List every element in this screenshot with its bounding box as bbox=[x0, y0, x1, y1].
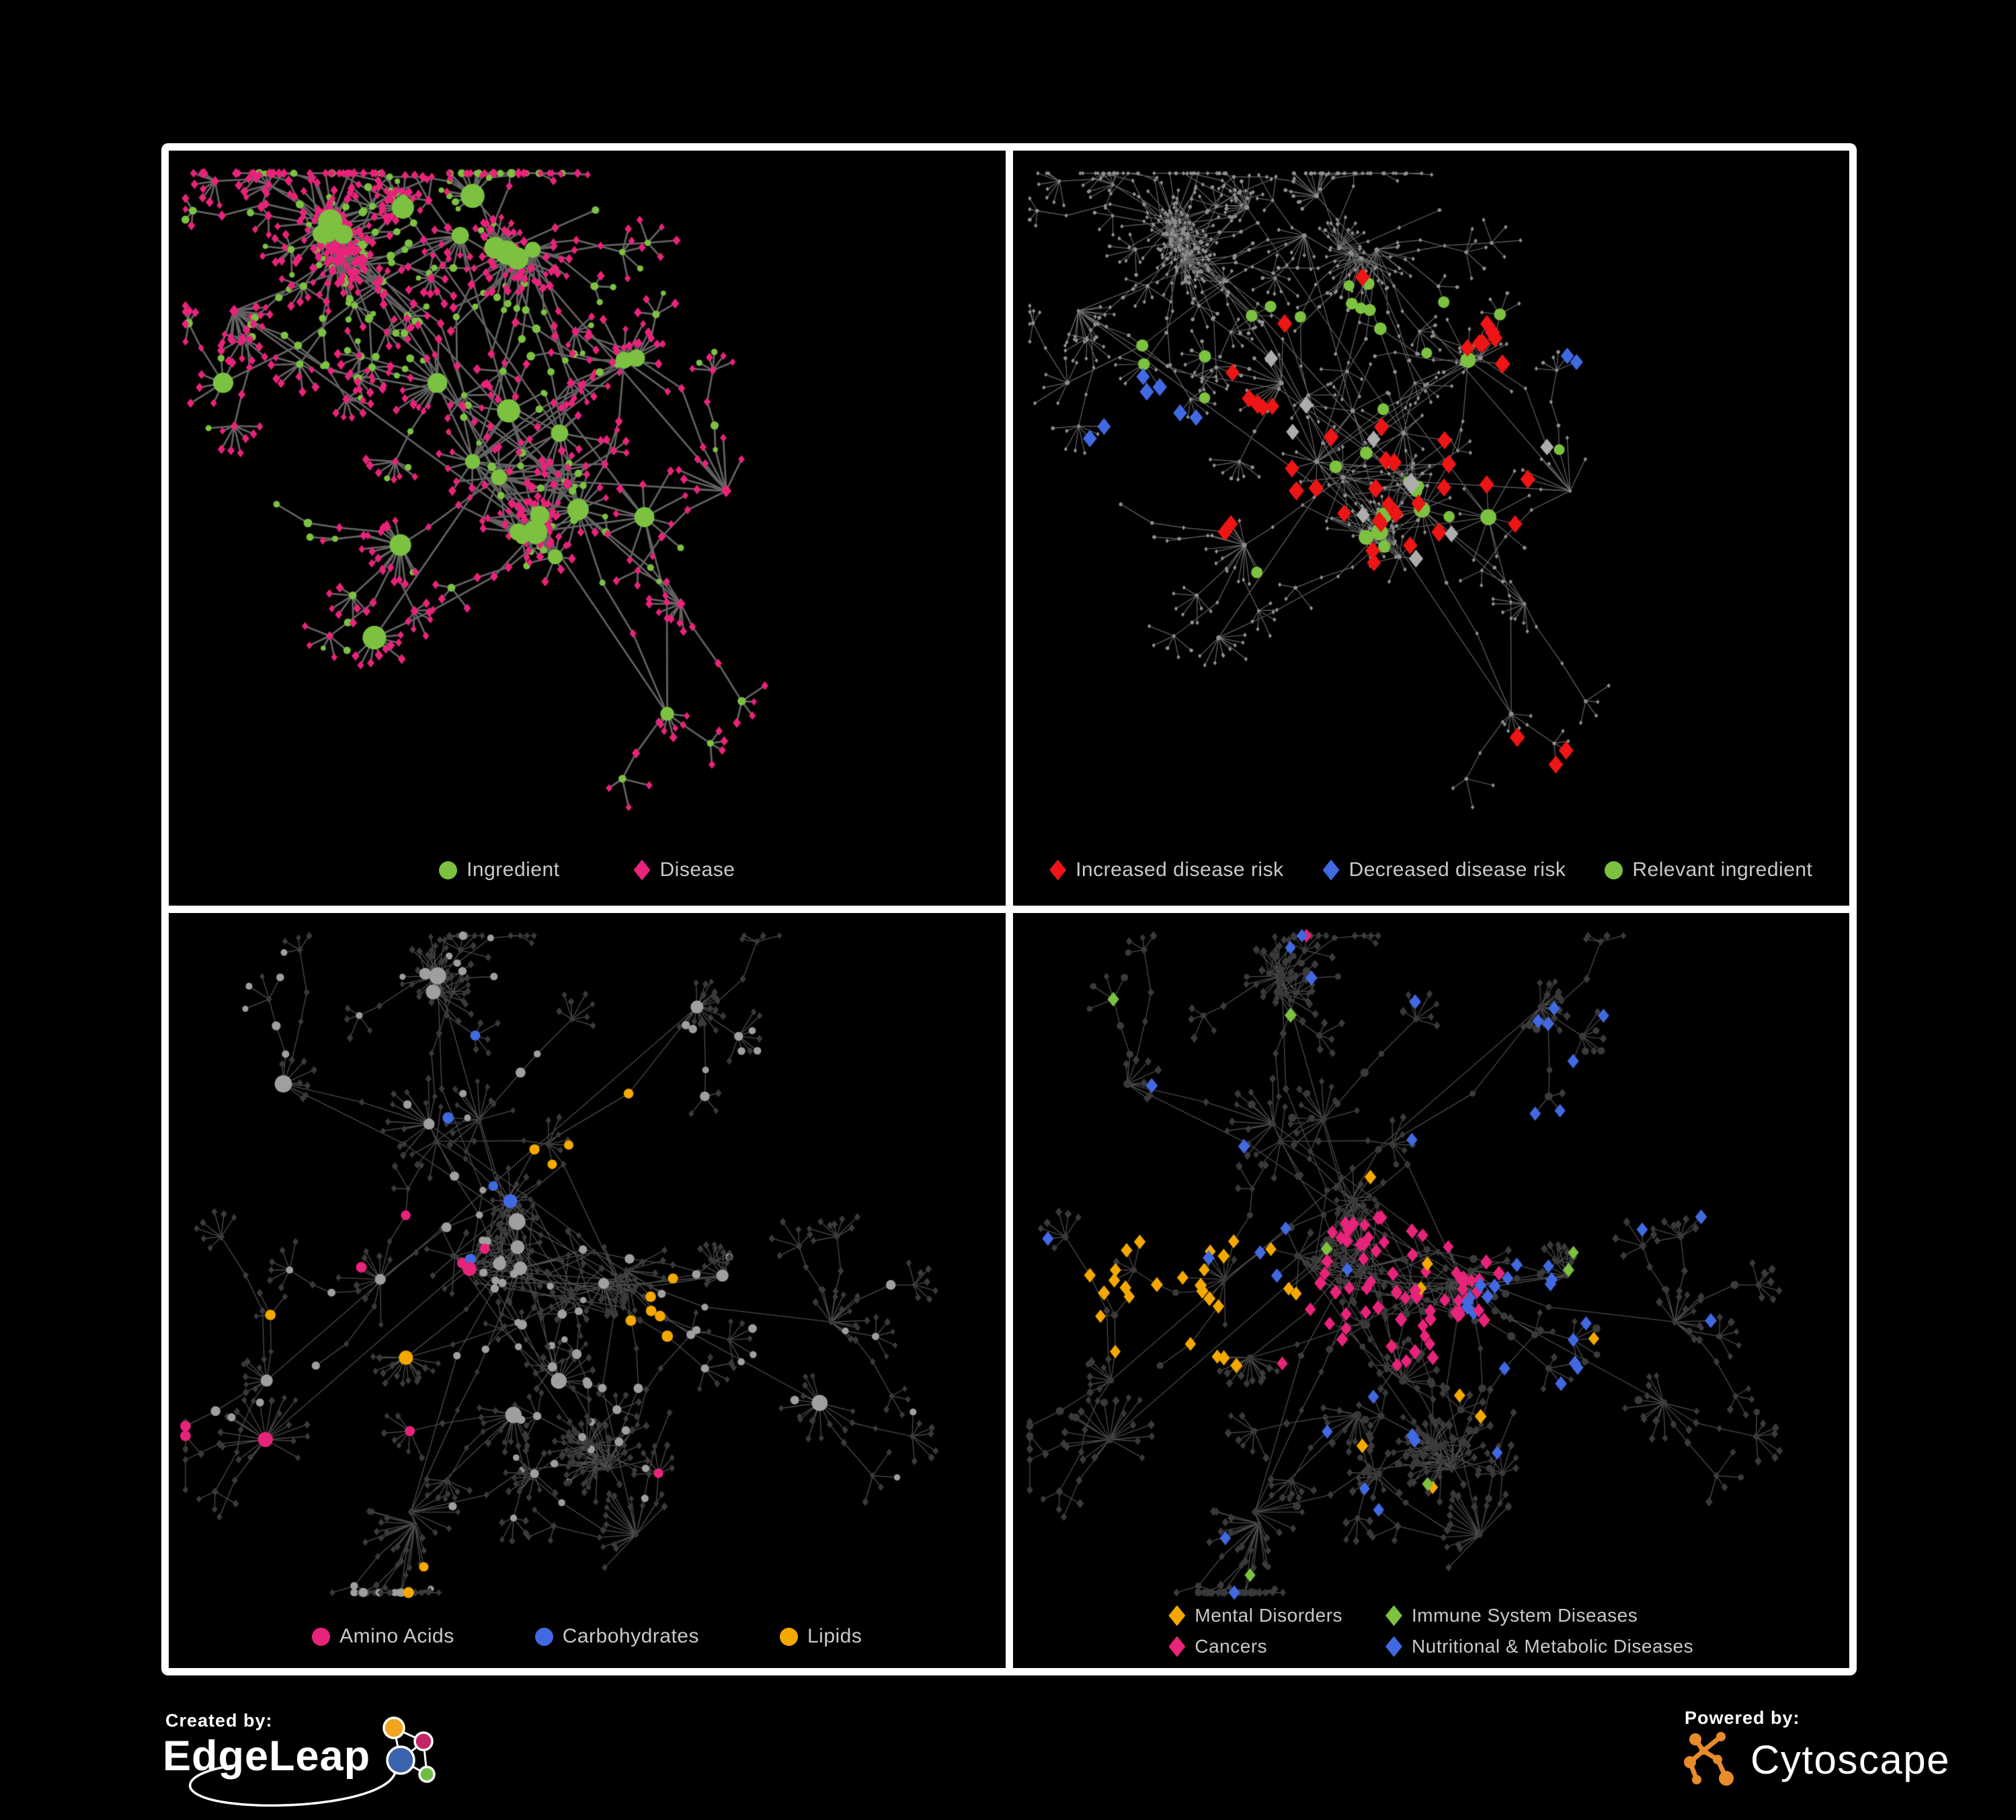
edgeleap-logo: Created by: EdgeLeap bbox=[159, 1708, 535, 1820]
legend-item-carbohydrates: Carbohydrates bbox=[534, 1625, 699, 1648]
nutritional-metabolic-diseases-diamond-icon bbox=[1385, 1636, 1403, 1657]
immune-system-diseases-diamond-icon bbox=[1385, 1605, 1403, 1626]
mental-disorders-diamond-icon bbox=[1168, 1605, 1186, 1626]
panel-ingredient-disease-network: Ingredient Disease bbox=[169, 151, 1006, 906]
legend-item-immune-system-diseases: Immune System Diseases bbox=[1385, 1605, 1693, 1626]
disease-diamond-icon bbox=[633, 859, 651, 881]
legend-label: Cancers bbox=[1195, 1636, 1268, 1657]
cytoscape-wordmark: Cytoscape bbox=[1750, 1737, 1950, 1782]
legend-label: Mental Disorders bbox=[1195, 1605, 1343, 1626]
legend-item-relevant-ingredient: Relevant ingredient bbox=[1605, 859, 1812, 881]
legend-ingredient-disease: Ingredient Disease bbox=[169, 859, 1006, 881]
legend-item-cancers: Cancers bbox=[1168, 1636, 1342, 1657]
legend-label: Increased disease risk bbox=[1076, 859, 1284, 881]
disease-class-network-canvas bbox=[1012, 913, 1849, 1668]
carbohydrates-circle-icon bbox=[534, 1627, 553, 1646]
legend-label: Disease bbox=[659, 859, 735, 881]
legend-item-nutritional-metabolic-diseases: Nutritional & Metabolic Diseases bbox=[1385, 1636, 1693, 1657]
panel-disease-risk-network: Increased disease risk Decreased disease… bbox=[1012, 151, 1850, 906]
amino-acids-circle-icon bbox=[312, 1627, 331, 1646]
metabolite-class-network-canvas bbox=[169, 913, 1006, 1668]
ingredient-disease-network-canvas bbox=[169, 151, 1006, 906]
legend-disease-classes: Mental Disorders Immune System Diseases … bbox=[1013, 1605, 1850, 1657]
decreased-risk-diamond-icon bbox=[1322, 859, 1340, 881]
legend-label: Decreased disease risk bbox=[1348, 859, 1566, 881]
legend-item-increased-risk: Increased disease risk bbox=[1049, 859, 1283, 881]
legend-label: Nutritional & Metabolic Diseases bbox=[1412, 1636, 1694, 1657]
edgeleap-wordmark: EdgeLeap bbox=[163, 1733, 371, 1780]
legend-item-ingredient: Ingredient bbox=[439, 859, 559, 881]
relevant-ingredient-circle-icon bbox=[1605, 861, 1623, 879]
cytoscape-network-mark-icon bbox=[1684, 1732, 1734, 1786]
legend-label: Carbohydrates bbox=[562, 1625, 699, 1647]
ingredient-circle-icon bbox=[439, 861, 458, 879]
legend-label: Amino Acids bbox=[339, 1625, 454, 1647]
increased-risk-diamond-icon bbox=[1049, 859, 1067, 881]
created-by-label: Created by: bbox=[165, 1710, 273, 1731]
legend-metabolite-classes: Amino Acids Carbohydrates Lipids bbox=[169, 1625, 1006, 1648]
legend-item-decreased-risk: Decreased disease risk bbox=[1322, 859, 1566, 881]
legend-item-mental-disorders: Mental Disorders bbox=[1168, 1605, 1342, 1626]
legend-label: Lipids bbox=[807, 1625, 862, 1647]
legend-item-amino-acids: Amino Acids bbox=[312, 1625, 454, 1648]
edgeleap-network-mark-icon bbox=[189, 1716, 436, 1807]
legend-label: Ingredient bbox=[467, 859, 560, 881]
legend-disease-risk: Increased disease risk Decreased disease… bbox=[1013, 859, 1850, 881]
panel-grid-frame: Ingredient Disease Increased disease ris… bbox=[161, 143, 1857, 1675]
panel-metabolite-class-network: Amino Acids Carbohydrates Lipids bbox=[169, 913, 1006, 1668]
panel-disease-class-network: Mental Disorders Immune System Diseases … bbox=[1012, 913, 1850, 1668]
legend-item-lipids: Lipids bbox=[779, 1625, 862, 1648]
legend-label: Relevant ingredient bbox=[1632, 859, 1813, 881]
cancers-diamond-icon bbox=[1168, 1636, 1186, 1657]
legend-label: Immune System Diseases bbox=[1412, 1605, 1638, 1626]
disease-risk-network-canvas bbox=[1012, 151, 1849, 906]
lipids-circle-icon bbox=[779, 1627, 798, 1646]
powered-by-label: Powered by: bbox=[1685, 1708, 1800, 1728]
legend-item-disease: Disease bbox=[633, 859, 735, 881]
cytoscape-logo: Powered by: bbox=[1681, 1708, 1950, 1790]
